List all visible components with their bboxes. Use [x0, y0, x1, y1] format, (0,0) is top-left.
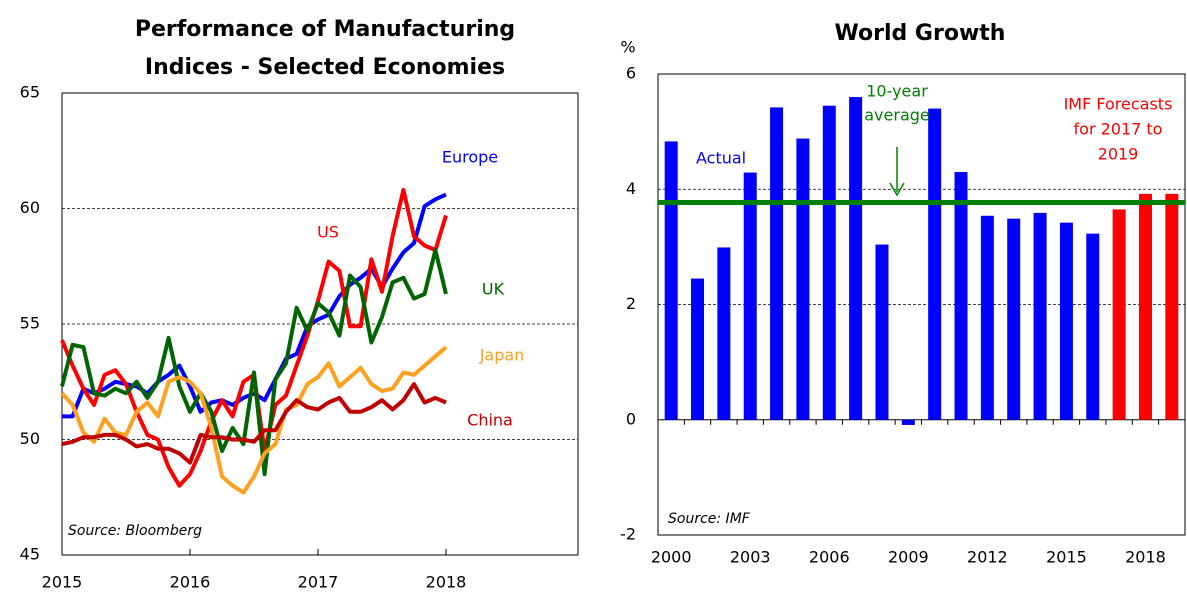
bar: [928, 108, 942, 420]
series-line: [61, 382, 447, 465]
bar: [1059, 222, 1073, 420]
x-tick-label: 2000: [651, 548, 692, 567]
x-tick-label: 2003: [730, 548, 771, 567]
x-tick-label: 2009: [888, 548, 929, 567]
legend-label: UK: [482, 280, 505, 299]
x-tick-label: 2012: [967, 548, 1008, 567]
annotation: Source: IMF: [668, 511, 751, 527]
bar: [664, 141, 678, 420]
bar: [849, 97, 863, 420]
y-tick-label: 55: [20, 314, 40, 333]
chart-title: Performance of Manufacturing: [135, 17, 515, 42]
x-tick-label: 2018: [1125, 548, 1166, 567]
y-tick-label: 45: [20, 545, 40, 564]
bar: [796, 138, 810, 420]
chart-title: Indices - Selected Economies: [145, 55, 505, 80]
x-tick-label: 2015: [1046, 548, 1087, 567]
legend-label: Japan: [479, 346, 525, 365]
series-line: [60, 248, 448, 477]
y-tick-label: 60: [20, 198, 40, 217]
legend-label: Europe: [442, 148, 498, 167]
annotation: 2019: [1098, 145, 1139, 164]
x-tick-label: 2015: [42, 573, 83, 592]
y-tick-label: 65: [20, 83, 40, 102]
annotation: Actual: [696, 149, 746, 168]
x-tick-label: 2016: [170, 573, 211, 592]
y-tick-label: 4: [626, 179, 636, 198]
annotation: IMF Forecasts: [1064, 95, 1173, 114]
bar: [875, 244, 889, 420]
bar: [1007, 218, 1021, 420]
bar: [717, 247, 731, 420]
average-arrowhead: [889, 182, 905, 197]
bar: [901, 419, 915, 425]
bar: [1033, 212, 1047, 420]
chart-title: World Growth: [835, 21, 1006, 46]
y-tick-label: 0: [626, 409, 636, 428]
bar: [1138, 193, 1152, 420]
x-tick-label: 2017: [298, 573, 339, 592]
plot-frame: [61, 92, 579, 556]
bar: [1165, 193, 1179, 420]
y-tick-label: 50: [20, 429, 40, 448]
bar: [1086, 233, 1100, 420]
y-tick-label: 6: [626, 64, 636, 83]
bar: [822, 105, 836, 420]
y-tick-label: 2: [626, 294, 636, 313]
annotation: for 2017 to: [1074, 120, 1163, 139]
y-axis-label: %: [620, 38, 635, 57]
y-tick-label: -2: [620, 525, 636, 544]
bar: [1112, 209, 1126, 420]
average-label: 10-year: [866, 82, 928, 101]
legend-label: US: [317, 223, 339, 242]
bar: [770, 107, 784, 420]
bar: [691, 278, 705, 420]
x-tick-label: 2018: [426, 573, 467, 592]
legend-label: China: [467, 411, 513, 430]
bar: [954, 171, 968, 420]
series-line: [60, 345, 448, 495]
plot-frame: [657, 73, 1186, 536]
x-tick-label: 2006: [809, 548, 850, 567]
bar: [980, 215, 994, 420]
annotation: Source: Bloomberg: [68, 523, 202, 539]
bar: [743, 172, 757, 420]
average-label: average: [864, 106, 930, 125]
